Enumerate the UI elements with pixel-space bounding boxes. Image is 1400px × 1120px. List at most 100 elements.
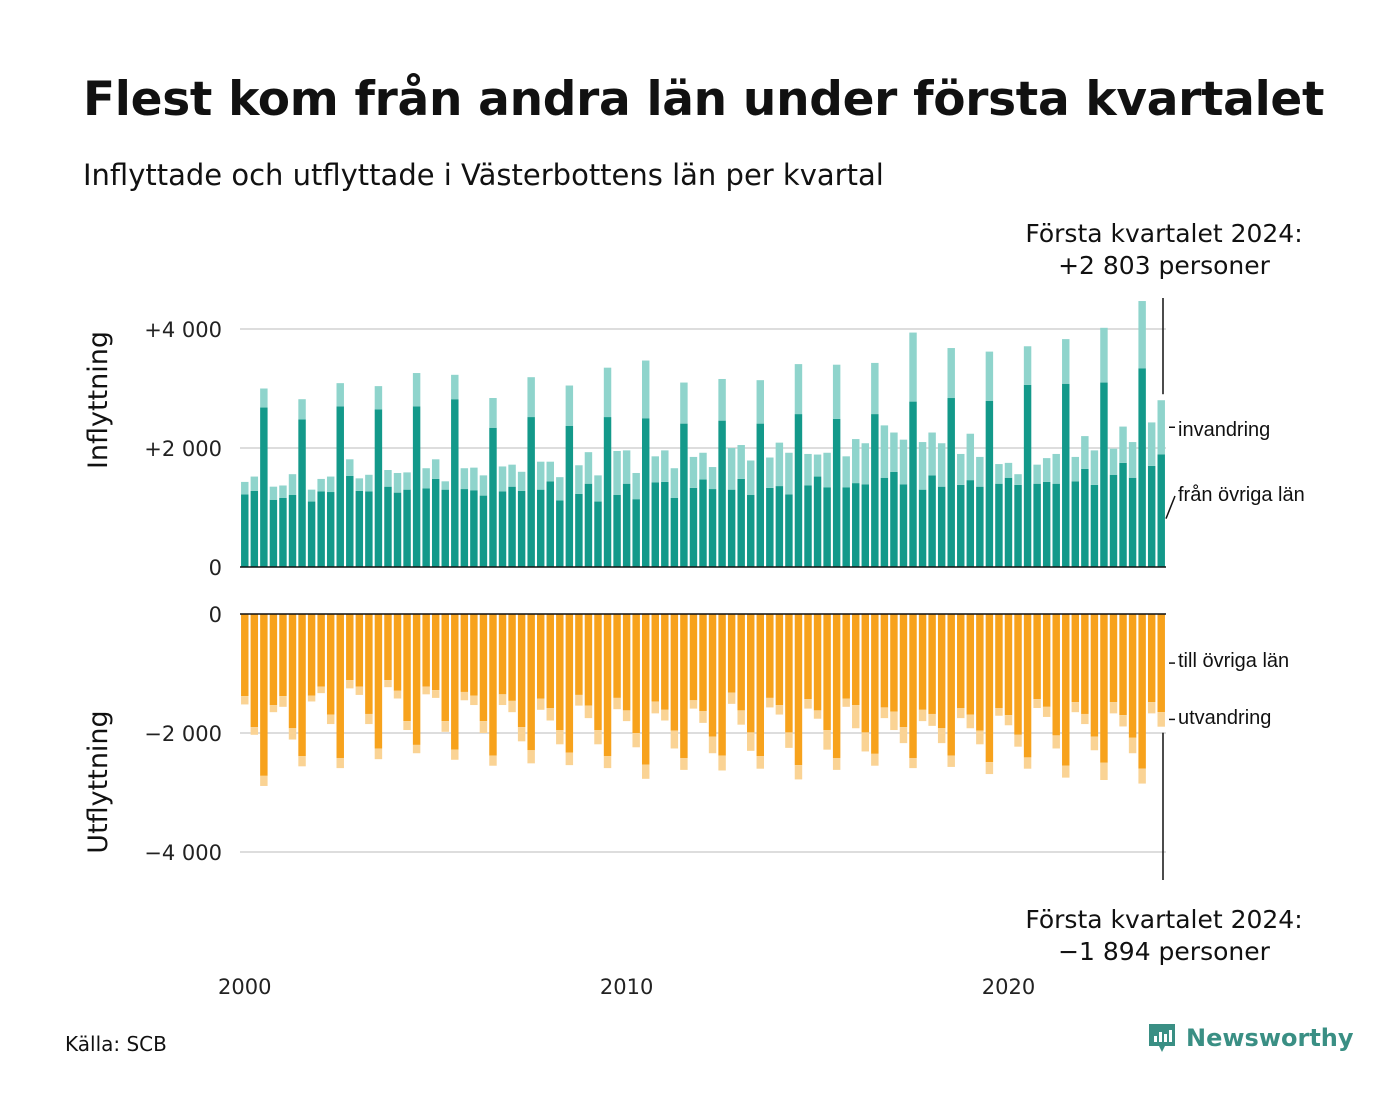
- bar-inflow-domestic-14: [374, 409, 383, 567]
- bar-outflow-domestic-39: [613, 614, 621, 698]
- bar-inflow-domestic-35: [575, 493, 583, 567]
- bar-outflow-emigration-50: [718, 755, 726, 771]
- bar-inflow-domestic-17: [403, 489, 411, 567]
- bar-inflow-immigration-56: [775, 442, 784, 487]
- bar-outflow-emigration-89: [1090, 736, 1099, 751]
- bar-inflow-immigration-43: [651, 456, 659, 483]
- bar-outflow-emigration-96: [1157, 712, 1165, 727]
- newsworthy-logo-icon: [1149, 1024, 1175, 1052]
- bar-outflow-emigration-19: [422, 686, 430, 695]
- bar-outflow-domestic-88: [1081, 614, 1089, 714]
- bar-inflow-domestic-44: [661, 481, 669, 567]
- bar-outflow-domestic-89: [1090, 614, 1099, 737]
- bar-outflow-emigration-40: [622, 710, 631, 722]
- bar-inflow-immigration-25: [479, 475, 488, 496]
- bar-outflow-domestic-87: [1071, 614, 1080, 703]
- bar-outflow-domestic-85: [1052, 614, 1060, 736]
- bar-inflow-immigration-12: [355, 478, 364, 491]
- bar-outflow-emigration-22: [451, 749, 459, 760]
- bar-outflow-emigration-46: [680, 757, 688, 770]
- bar-inflow-immigration-70: [909, 332, 917, 402]
- bar-outflow-emigration-59: [804, 699, 812, 709]
- bar-outflow-domestic-76: [966, 614, 975, 715]
- bar-outflow-domestic-27: [498, 614, 507, 695]
- bar-inflow-domestic-51: [727, 489, 736, 567]
- bar-inflow-immigration-5: [288, 474, 297, 496]
- x-tick-1: 2010: [600, 975, 653, 999]
- bar-inflow-immigration-53: [747, 460, 755, 496]
- bar-outflow-domestic-44: [661, 614, 669, 710]
- bar-inflow-immigration-21: [441, 481, 449, 490]
- bar-inflow-domestic-74: [947, 398, 955, 567]
- bar-inflow-domestic-18: [412, 406, 421, 567]
- bar-outflow-emigration-8: [317, 686, 325, 694]
- bar-outflow-domestic-2: [260, 614, 268, 776]
- bar-inflow-domestic-52: [737, 478, 745, 567]
- bar-inflow-domestic-1: [250, 490, 259, 567]
- bar-inflow-immigration-51: [727, 448, 736, 490]
- bar-inflow-immigration-71: [918, 442, 927, 490]
- bar-outflow-domestic-35: [575, 614, 583, 695]
- bar-outflow-domestic-28: [508, 614, 516, 701]
- bar-inflow-domestic-78: [985, 400, 994, 567]
- bar-inflow-immigration-0: [241, 481, 249, 495]
- y-tick-top-0: 0: [209, 556, 222, 580]
- bar-outflow-domestic-13: [365, 614, 373, 714]
- bar-inflow-domestic-87: [1071, 481, 1080, 567]
- bar-outflow-emigration-56: [775, 705, 784, 715]
- bar-outflow-domestic-84: [1042, 614, 1051, 707]
- bar-inflow-domestic-57: [785, 494, 793, 567]
- bar-outflow-domestic-71: [918, 614, 927, 710]
- bar-outflow-emigration-41: [632, 733, 640, 748]
- bar-outflow-domestic-52: [737, 614, 745, 711]
- bar-outflow-emigration-4: [279, 696, 287, 707]
- bar-outflow-domestic-10: [336, 614, 344, 758]
- bar-inflow-immigration-4: [279, 485, 287, 498]
- bar-inflow-domestic-26: [489, 427, 497, 567]
- bar-outflow-domestic-68: [890, 614, 898, 712]
- bar-inflow-immigration-94: [1138, 301, 1146, 369]
- bar-inflow-immigration-82: [1023, 346, 1032, 385]
- bar-inflow-domestic-37: [594, 501, 602, 567]
- bar-outflow-domestic-82: [1023, 614, 1032, 758]
- bar-outflow-emigration-17: [403, 721, 411, 731]
- bar-outflow-domestic-33: [556, 614, 564, 731]
- bar-outflow-domestic-42: [641, 614, 650, 765]
- bar-outflow-domestic-43: [651, 614, 659, 702]
- bar-inflow-immigration-40: [622, 450, 631, 484]
- bar-inflow-domestic-73: [937, 486, 946, 567]
- bar-outflow-domestic-55: [766, 614, 774, 698]
- bar-inflow-domestic-7: [307, 501, 316, 567]
- bar-outflow-domestic-15: [384, 614, 392, 681]
- bar-outflow-domestic-21: [441, 614, 449, 722]
- bar-inflow-domestic-53: [747, 495, 755, 567]
- bar-outflow-emigration-49: [708, 736, 717, 754]
- x-tick-2: 2020: [982, 975, 1035, 999]
- bar-outflow-domestic-41: [632, 614, 640, 733]
- bar-outflow-emigration-78: [985, 762, 994, 775]
- bar-inflow-immigration-48: [699, 452, 707, 480]
- x-tick-0: 2000: [218, 975, 271, 999]
- bar-outflow-domestic-0: [241, 614, 249, 697]
- bar-inflow-immigration-78: [985, 351, 994, 401]
- bar-outflow-emigration-70: [909, 757, 917, 769]
- bar-inflow-domestic-0: [241, 494, 249, 567]
- bar-inflow-domestic-46: [680, 423, 688, 567]
- bar-outflow-domestic-86: [1062, 614, 1070, 766]
- bar-outflow-emigration-27: [498, 694, 507, 706]
- bar-outflow-domestic-94: [1138, 614, 1146, 769]
- bar-inflow-immigration-64: [852, 439, 860, 484]
- bar-outflow-emigration-51: [727, 692, 736, 704]
- bar-inflow-immigration-8: [317, 478, 325, 492]
- bar-inflow-domestic-2: [260, 407, 268, 567]
- bar-inflow-domestic-13: [365, 491, 373, 567]
- bar-outflow-emigration-13: [365, 713, 373, 725]
- bar-inflow-immigration-24: [470, 467, 478, 491]
- bar-inflow-domestic-19: [422, 488, 430, 567]
- annotation-bottom-line2: −1 894 personer: [1058, 937, 1271, 966]
- bar-inflow-domestic-72: [928, 475, 936, 567]
- bar-outflow-emigration-5: [288, 728, 297, 740]
- bar-inflow-immigration-15: [384, 470, 392, 487]
- bar-outflow-emigration-80: [1004, 715, 1013, 726]
- bar-inflow-domestic-79: [995, 483, 1003, 567]
